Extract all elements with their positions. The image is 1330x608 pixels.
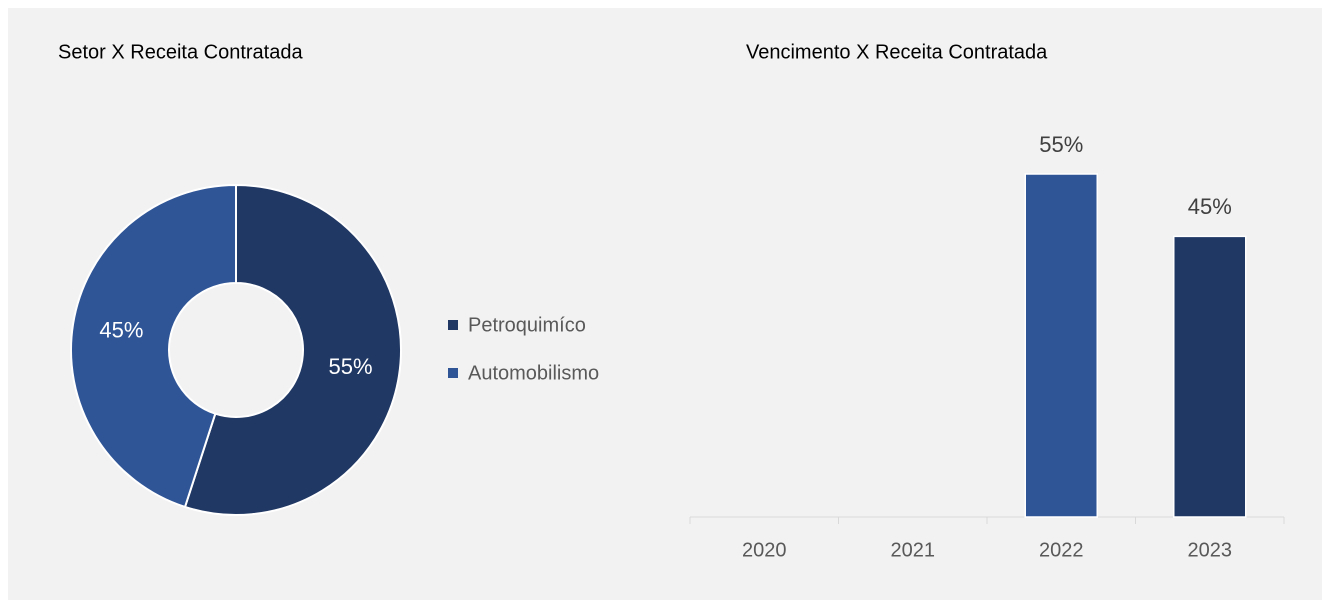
donut-slice xyxy=(183,183,402,516)
chart-title: Setor X Receita Contratada xyxy=(58,41,303,63)
data-label: 45% xyxy=(99,318,143,343)
legend-swatch xyxy=(448,320,458,330)
legend-label: Automobilismo xyxy=(468,362,599,384)
x-tick-label: 2022 xyxy=(1039,539,1084,561)
legend-swatch xyxy=(448,368,458,378)
data-label: 55% xyxy=(1039,132,1083,157)
chart-title: Vencimento X Receita Contratada xyxy=(746,41,1048,63)
legend-label: Petroquimíco xyxy=(468,314,586,336)
x-tick-label: 2021 xyxy=(891,539,936,561)
x-tick-label: 2020 xyxy=(742,539,787,561)
donut-slice xyxy=(70,183,237,509)
bar xyxy=(1173,235,1247,518)
data-label: 45% xyxy=(1188,194,1232,219)
data-label: 55% xyxy=(329,354,373,379)
x-tick-label: 2023 xyxy=(1188,539,1233,561)
bar xyxy=(1024,173,1098,518)
